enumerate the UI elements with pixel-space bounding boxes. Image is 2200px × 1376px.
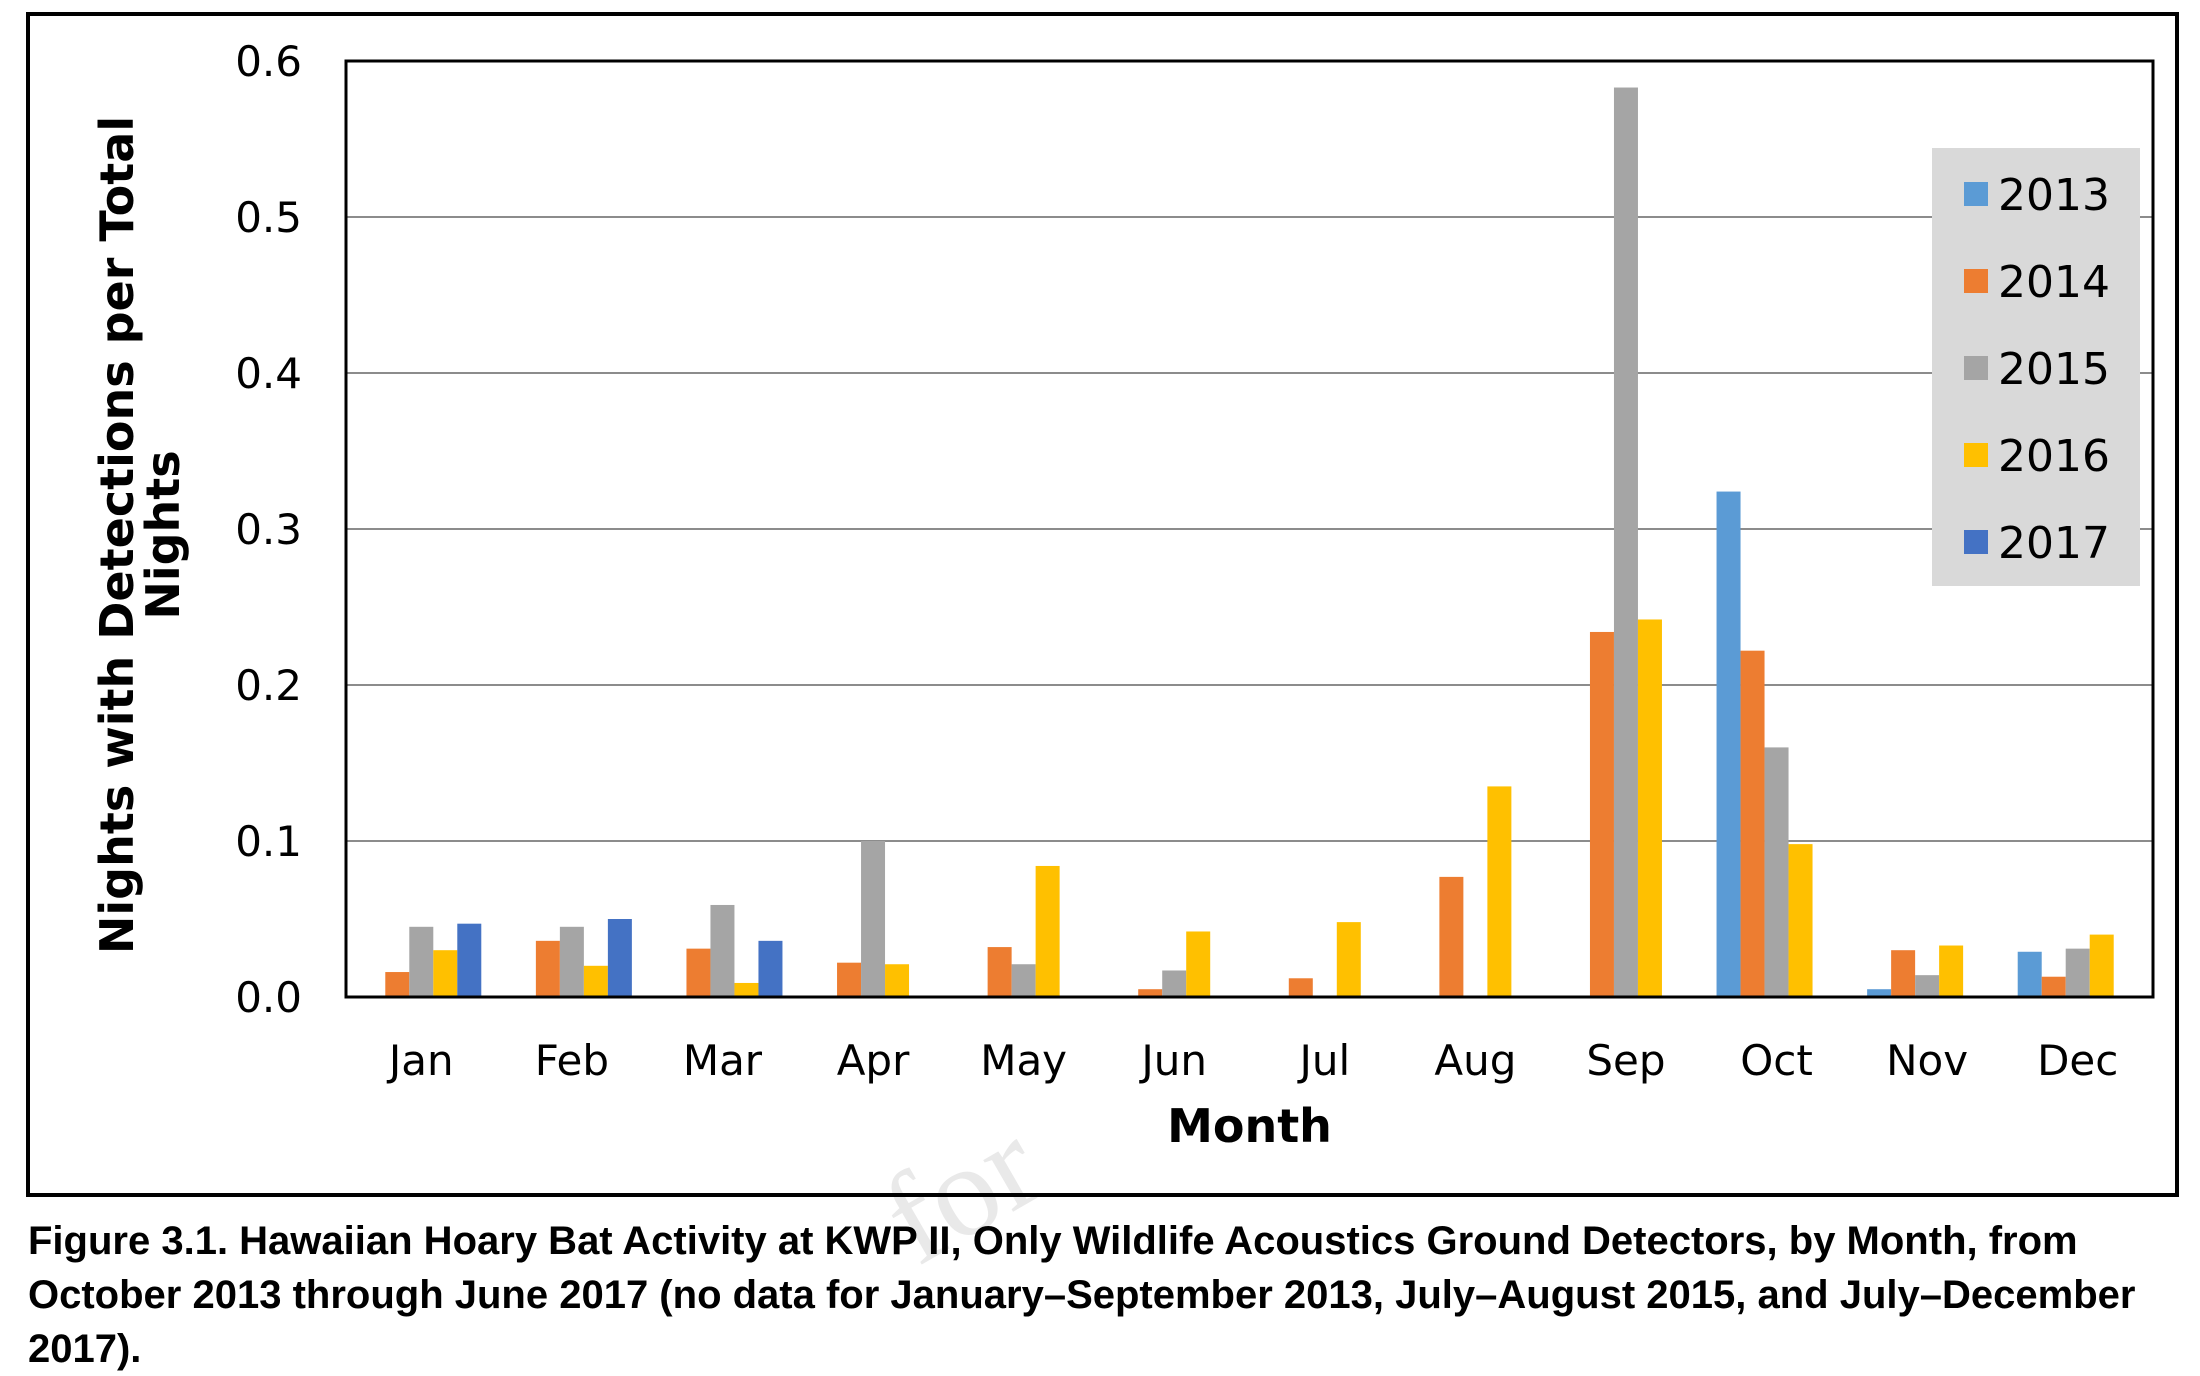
x-tick-label: Oct (1740, 1036, 1813, 1085)
x-tick-label: Apr (837, 1036, 910, 1085)
bar-2017-feb (607, 919, 632, 997)
legend-swatch-2013 (1964, 182, 1988, 206)
bar-2014-aug (1439, 876, 1464, 997)
bar-2016-nov (1939, 945, 1964, 997)
bar-2014-nov (1891, 950, 1916, 997)
x-tick-label: Jun (1138, 1036, 1207, 1085)
bar-2014-may (987, 947, 1012, 997)
x-tick-label: Dec (2037, 1036, 2118, 1085)
bar-2016-may (1035, 865, 1060, 997)
plot-area-border (344, 59, 2155, 999)
y-tick-label: 0.3 (235, 505, 302, 554)
x-tick-label: Mar (683, 1036, 763, 1085)
bar-2016-sep (1637, 619, 1662, 997)
legend-label-2016: 2016 (1998, 431, 2110, 482)
bar-2015-may (1011, 964, 1036, 997)
bar-2016-oct (1788, 844, 1813, 997)
bar-2016-dec (2089, 934, 2114, 997)
bar-2015-jun (1162, 970, 1187, 997)
bar-2016-feb (583, 965, 608, 997)
y-tick-label: 0.4 (235, 349, 302, 398)
bar-2016-jan (433, 950, 458, 997)
y-axis-title: Nights with Detections per TotalNights (90, 116, 190, 954)
bar-2014-jul (1288, 978, 1313, 997)
legend-label-2013: 2013 (1998, 170, 2110, 221)
legend-swatch-2016 (1964, 443, 1988, 467)
bar-2015-mar (710, 904, 735, 997)
x-tick-label: Jul (1296, 1036, 1350, 1085)
bar-2014-jan (385, 972, 410, 997)
legend-swatch-2015 (1964, 356, 1988, 380)
bar-2015-feb (559, 926, 584, 997)
x-tick-label: Nov (1886, 1036, 1968, 1085)
bar-2014-sep (1589, 631, 1614, 997)
bar-2015-dec (2065, 948, 2090, 997)
bar-2015-apr (861, 841, 886, 997)
bars (385, 87, 2114, 997)
bar-2015-jan (409, 926, 434, 997)
y-tick-label: 0.5 (235, 193, 302, 242)
bar-2016-aug (1487, 786, 1512, 997)
bar-2014-mar (686, 948, 711, 997)
chart-frame (26, 12, 2179, 1197)
bar-2014-oct (1740, 650, 1765, 997)
legend-swatch-2014 (1964, 269, 1988, 293)
y-axis-title-line1: Nights with Detections per Total (90, 116, 144, 954)
y-tick-label: 0.1 (235, 817, 302, 866)
gridlines (346, 60, 2153, 842)
bar-2014-jun (1138, 989, 1163, 997)
legend-swatch-2017 (1964, 530, 1988, 554)
bar-2017-jan (457, 923, 482, 997)
y-tick-label: 0.6 (235, 37, 302, 86)
y-tick-label: 0.2 (235, 661, 302, 710)
legend-label-2017: 2017 (1998, 518, 2110, 569)
bar-2013-dec (2017, 951, 2042, 997)
x-tick-label: Aug (1434, 1036, 1516, 1085)
x-axis-title: Month (1167, 1099, 1332, 1153)
bar-2016-apr (885, 964, 910, 997)
x-tick-label: Feb (535, 1036, 609, 1085)
bar-2013-nov (1867, 989, 1892, 997)
bar-2016-jul (1336, 922, 1361, 997)
figure-caption: Figure 3.1. Hawaiian Hoary Bat Activity … (28, 1219, 2136, 1371)
legend: 2013 2014 2015 2016 2017 (1932, 148, 2140, 586)
bar-2013-oct (1716, 491, 1741, 997)
bar-2014-feb (535, 940, 560, 997)
axes: 0.0 0.1 0.2 0.3 0.4 0.5 0.6 Jan Feb Mar Apr May Jun J… (90, 37, 2155, 1153)
bar-2015-nov (1915, 975, 1940, 997)
bar-2015-sep (1613, 87, 1638, 997)
bar-2015-oct (1764, 747, 1789, 997)
x-tick-label: Sep (1586, 1036, 1665, 1085)
bar-2017-mar (758, 940, 783, 997)
bar-2016-mar (734, 982, 759, 997)
x-tick-label: Jan (386, 1036, 454, 1085)
y-tick-label: 0.0 (235, 973, 302, 1022)
legend-label-2014: 2014 (1998, 257, 2110, 308)
x-tick-label: May (980, 1036, 1067, 1085)
bar-2016-jun (1186, 931, 1211, 997)
legend-label-2015: 2015 (1998, 344, 2110, 395)
y-axis-title-line2: Nights (136, 450, 190, 619)
bar-2014-apr (837, 962, 862, 997)
bar-2014-dec (2041, 976, 2066, 997)
